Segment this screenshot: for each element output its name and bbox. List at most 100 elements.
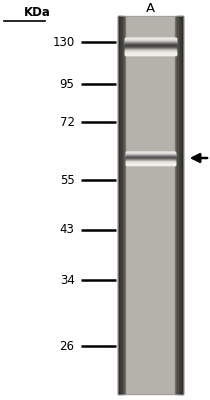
Bar — [125, 50, 176, 51]
Bar — [125, 38, 176, 39]
Bar — [118, 16, 123, 394]
Bar — [125, 42, 176, 43]
Bar — [125, 47, 176, 48]
Bar — [181, 16, 183, 394]
Bar — [118, 16, 122, 394]
Bar — [126, 162, 175, 163]
Bar — [126, 153, 175, 154]
Bar — [118, 16, 123, 394]
Bar — [126, 160, 175, 161]
Bar — [125, 40, 176, 41]
Bar — [126, 155, 175, 156]
Bar — [126, 156, 175, 157]
Bar — [118, 16, 119, 394]
Bar — [125, 52, 176, 53]
Bar — [126, 163, 175, 164]
Bar — [125, 49, 176, 50]
Text: 130: 130 — [52, 36, 75, 48]
Bar — [118, 16, 120, 394]
Bar — [125, 51, 176, 52]
Bar — [126, 155, 175, 156]
Bar — [126, 161, 175, 162]
Bar — [118, 16, 125, 394]
Bar — [118, 16, 125, 394]
Bar — [176, 16, 183, 394]
Bar — [118, 16, 183, 394]
Bar — [118, 16, 124, 394]
Bar — [175, 16, 183, 394]
Bar — [182, 16, 183, 394]
Bar — [125, 38, 176, 39]
Bar — [126, 152, 175, 153]
Bar — [125, 41, 176, 42]
Bar — [125, 44, 176, 45]
Bar — [126, 154, 175, 155]
Text: 72: 72 — [60, 116, 75, 128]
Text: 26: 26 — [60, 340, 75, 352]
Bar — [126, 152, 175, 153]
Bar — [180, 16, 183, 394]
Bar — [125, 43, 176, 44]
Bar — [125, 53, 176, 54]
Bar — [178, 16, 183, 394]
Bar — [126, 159, 175, 160]
Bar — [126, 154, 175, 155]
Bar — [180, 16, 183, 394]
Bar — [118, 16, 121, 394]
Bar — [125, 39, 176, 40]
Bar — [125, 48, 176, 49]
Bar — [126, 153, 175, 154]
Text: 55: 55 — [60, 174, 75, 186]
Bar — [125, 51, 176, 52]
Bar — [125, 54, 176, 55]
Bar — [181, 16, 183, 394]
Bar — [125, 48, 176, 49]
Bar — [125, 53, 176, 54]
Text: 34: 34 — [60, 274, 75, 286]
Bar — [125, 39, 176, 40]
Bar — [125, 50, 176, 51]
Bar — [125, 44, 176, 45]
Bar — [126, 156, 175, 157]
Bar — [125, 40, 176, 41]
Bar — [126, 157, 175, 158]
Bar — [126, 157, 175, 158]
Bar — [125, 39, 176, 40]
Bar — [118, 16, 122, 394]
Bar — [125, 45, 176, 46]
Bar — [178, 16, 183, 394]
Bar — [126, 158, 175, 159]
Bar — [125, 46, 176, 47]
Bar — [126, 158, 175, 159]
Bar — [125, 46, 176, 47]
Bar — [126, 154, 175, 155]
Bar — [125, 41, 176, 42]
Bar — [125, 43, 176, 44]
Bar — [125, 53, 176, 54]
Bar — [118, 16, 119, 394]
Bar — [125, 49, 176, 50]
Bar — [126, 152, 175, 153]
Bar — [125, 47, 176, 48]
Bar — [126, 157, 175, 158]
Bar — [126, 156, 175, 157]
Text: KDa: KDa — [24, 6, 51, 19]
Bar — [126, 158, 175, 159]
Bar — [126, 160, 175, 161]
Bar — [126, 159, 175, 160]
Bar — [126, 163, 175, 164]
Bar — [125, 52, 176, 53]
Bar — [118, 16, 183, 394]
Bar — [177, 16, 183, 394]
Bar — [126, 160, 175, 161]
Bar — [126, 162, 175, 163]
Bar — [118, 16, 124, 394]
Bar — [125, 47, 176, 48]
Bar — [125, 50, 176, 51]
Text: 43: 43 — [60, 224, 75, 236]
Text: 95: 95 — [60, 78, 75, 90]
Bar — [126, 164, 175, 165]
Bar — [179, 16, 183, 394]
Text: A: A — [146, 2, 155, 15]
Bar — [118, 16, 121, 394]
